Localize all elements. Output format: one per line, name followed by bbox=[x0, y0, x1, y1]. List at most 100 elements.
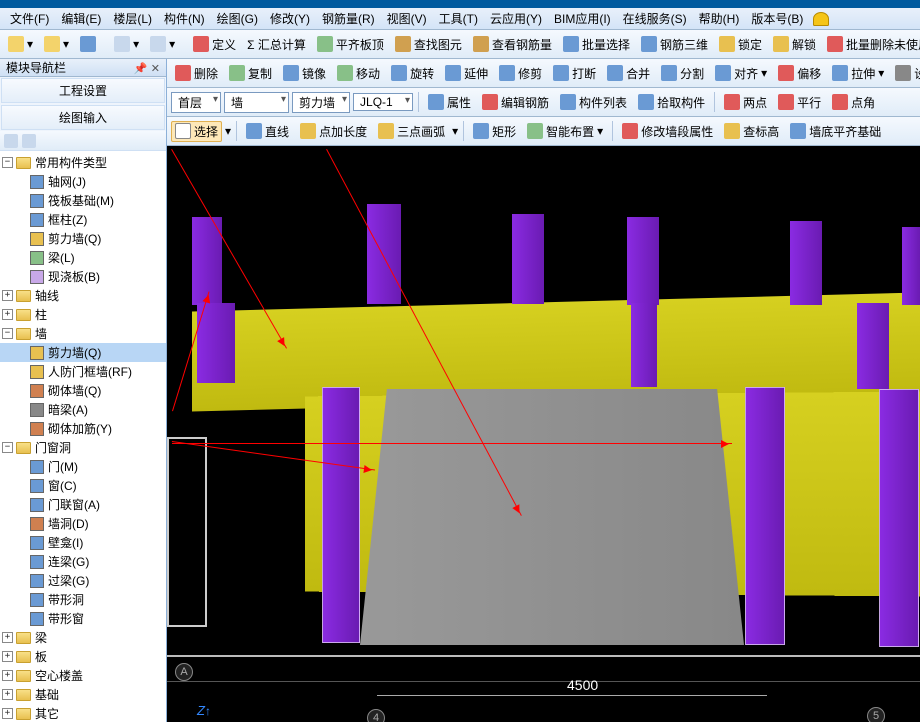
close-icon[interactable]: ✕ bbox=[151, 63, 160, 75]
menu-item[interactable]: 工具(T) bbox=[433, 8, 484, 29]
menu-item[interactable]: BIM应用(I) bbox=[548, 8, 617, 29]
extend-button[interactable]: 延伸 bbox=[441, 63, 492, 84]
find-element-button[interactable]: 查找图元 bbox=[391, 34, 466, 55]
wall-prop-button[interactable]: 修改墙段属性 bbox=[618, 121, 717, 142]
break-button[interactable]: 打断 bbox=[549, 63, 600, 84]
offset-button[interactable]: 偏移 bbox=[774, 63, 825, 84]
trim-button[interactable]: 修剪 bbox=[495, 63, 546, 84]
tree-item[interactable]: 墙洞(D) bbox=[0, 514, 166, 533]
tree-item[interactable]: 过梁(G) bbox=[0, 571, 166, 590]
edit-steel-button[interactable]: 编辑钢筋 bbox=[478, 92, 553, 113]
property-button[interactable]: 属性 bbox=[424, 92, 475, 113]
sum-button[interactable]: Σ 汇总计算 bbox=[243, 34, 310, 55]
tree-item[interactable]: 现浇板(B) bbox=[0, 267, 166, 286]
tree-item[interactable]: 带形洞 bbox=[0, 590, 166, 609]
tree-item[interactable]: 带形窗 bbox=[0, 609, 166, 628]
menu-item[interactable]: 构件(N) bbox=[158, 8, 211, 29]
delete-button[interactable]: 删除 bbox=[171, 63, 222, 84]
settings-button[interactable]: 设 bbox=[891, 63, 920, 84]
tree-item[interactable]: +基础 bbox=[0, 685, 166, 704]
tree-item[interactable]: 暗梁(A) bbox=[0, 400, 166, 419]
tree-item[interactable]: −墙 bbox=[0, 324, 166, 343]
parallel-button[interactable]: 平行 bbox=[774, 92, 825, 113]
align-button[interactable]: 对齐▾ bbox=[711, 63, 771, 84]
define-button[interactable]: 定义 bbox=[189, 34, 240, 55]
component-list-button[interactable]: 构件列表 bbox=[556, 92, 631, 113]
tree-item[interactable]: +轴线 bbox=[0, 286, 166, 305]
menu-item[interactable]: 帮助(H) bbox=[693, 8, 746, 29]
stretch-button[interactable]: 拉伸▾ bbox=[828, 63, 888, 84]
rotate-button[interactable]: 旋转 bbox=[387, 63, 438, 84]
menu-item[interactable]: 在线服务(S) bbox=[617, 8, 693, 29]
menu-item[interactable]: 云应用(Y) bbox=[484, 8, 548, 29]
viewport-canvas[interactable]: 4500 A 4 5 Z↑ bbox=[167, 59, 920, 722]
menu-item[interactable]: 文件(F) bbox=[4, 8, 55, 29]
rect-button[interactable]: 矩形 bbox=[469, 121, 520, 142]
floor-select[interactable]: 首层 bbox=[171, 92, 221, 113]
menu-item[interactable]: 钢筋量(R) bbox=[316, 8, 381, 29]
redo-button[interactable]: ▾ bbox=[146, 34, 179, 54]
tree-item[interactable]: 筏板基础(M) bbox=[0, 191, 166, 210]
undo-button[interactable]: ▾ bbox=[110, 34, 143, 54]
tree-item[interactable]: 轴网(J) bbox=[0, 172, 166, 191]
menu-item[interactable]: 绘图(G) bbox=[211, 8, 264, 29]
arc3-button[interactable]: 三点画弧 bbox=[374, 121, 449, 142]
collapse-icon[interactable] bbox=[22, 134, 36, 148]
tree-item[interactable]: 砌体墙(Q) bbox=[0, 381, 166, 400]
code-select[interactable]: JLQ-1 bbox=[353, 93, 413, 111]
tree-item[interactable]: +梁 bbox=[0, 628, 166, 647]
copy-button[interactable]: 复制 bbox=[225, 63, 276, 84]
smart-layout-button[interactable]: 智能布置▾ bbox=[523, 121, 607, 142]
type-select[interactable]: 剪力墙 bbox=[292, 92, 350, 113]
tree-item[interactable]: +板 bbox=[0, 647, 166, 666]
open-button[interactable]: ▾ bbox=[4, 34, 37, 54]
tree-item[interactable]: −常用构件类型 bbox=[0, 153, 166, 172]
select-tool-button[interactable]: 选择 bbox=[171, 121, 222, 142]
pick-component-button[interactable]: 拾取构件 bbox=[634, 92, 709, 113]
menu-item[interactable]: 版本号(B) bbox=[745, 8, 809, 29]
move-button[interactable]: 移动 bbox=[333, 63, 384, 84]
batch-delete-button[interactable]: 批量删除未使用构件 bbox=[823, 34, 920, 55]
tree-item[interactable]: 门(M) bbox=[0, 457, 166, 476]
tree-item[interactable]: +空心楼盖 bbox=[0, 666, 166, 685]
tree-item[interactable]: 窗(C) bbox=[0, 476, 166, 495]
viewport-3d[interactable]: 删除 复制 镜像 移动 旋转 延伸 修剪 打断 合并 分割 对齐▾ 偏移 拉伸▾… bbox=[167, 59, 920, 722]
category-select[interactable]: 墙 bbox=[224, 92, 289, 113]
save-button[interactable] bbox=[76, 34, 100, 54]
batch-select-button[interactable]: 批量选择 bbox=[559, 34, 634, 55]
tab-draw-input[interactable]: 绘图输入 bbox=[1, 105, 165, 130]
steel-3d-button[interactable]: 钢筋三维 bbox=[637, 34, 712, 55]
unlock-button[interactable]: 解锁 bbox=[769, 34, 820, 55]
tree-item[interactable]: 连梁(G) bbox=[0, 552, 166, 571]
tree-item[interactable]: 砌体加筋(Y) bbox=[0, 419, 166, 438]
tree-item[interactable]: 框柱(Z) bbox=[0, 210, 166, 229]
tree-item[interactable]: 人防门框墙(RF) bbox=[0, 362, 166, 381]
tree-item[interactable]: 壁龛(I) bbox=[0, 533, 166, 552]
menu-item[interactable]: 修改(Y) bbox=[264, 8, 316, 29]
tree-item[interactable]: 梁(L) bbox=[0, 248, 166, 267]
check-height-button[interactable]: 查标高 bbox=[720, 121, 783, 142]
split-button[interactable]: 分割 bbox=[657, 63, 708, 84]
menu-item[interactable]: 编辑(E) bbox=[55, 8, 107, 29]
point-length-button[interactable]: 点加长度 bbox=[296, 121, 371, 142]
tree-item[interactable]: 剪力墙(Q) bbox=[0, 343, 166, 362]
menu-item[interactable]: 楼层(L) bbox=[107, 8, 158, 29]
new-button[interactable]: ▾ bbox=[40, 34, 73, 54]
component-tree[interactable]: −常用构件类型轴网(J)筏板基础(M)框柱(Z)剪力墙(Q)梁(L)现浇板(B)… bbox=[0, 151, 166, 722]
level-button[interactable]: 平齐板顶 bbox=[313, 34, 388, 55]
tree-item[interactable]: −门窗洞 bbox=[0, 438, 166, 457]
tree-item[interactable]: +柱 bbox=[0, 305, 166, 324]
expand-icon[interactable] bbox=[4, 134, 18, 148]
find-steel-button[interactable]: 查看钢筋量 bbox=[469, 34, 556, 55]
tree-item[interactable]: +其它 bbox=[0, 704, 166, 722]
tree-item[interactable]: 门联窗(A) bbox=[0, 495, 166, 514]
menu-item[interactable]: 视图(V) bbox=[381, 8, 433, 29]
wall-base-button[interactable]: 墙底平齐基础 bbox=[786, 121, 885, 142]
line-tool-button[interactable]: 直线 bbox=[242, 121, 293, 142]
two-point-button[interactable]: 两点 bbox=[720, 92, 771, 113]
mirror-button[interactable]: 镜像 bbox=[279, 63, 330, 84]
tree-item[interactable]: 剪力墙(Q) bbox=[0, 229, 166, 248]
tab-project-settings[interactable]: 工程设置 bbox=[1, 78, 165, 103]
merge-button[interactable]: 合并 bbox=[603, 63, 654, 84]
lock-button[interactable]: 锁定 bbox=[715, 34, 766, 55]
